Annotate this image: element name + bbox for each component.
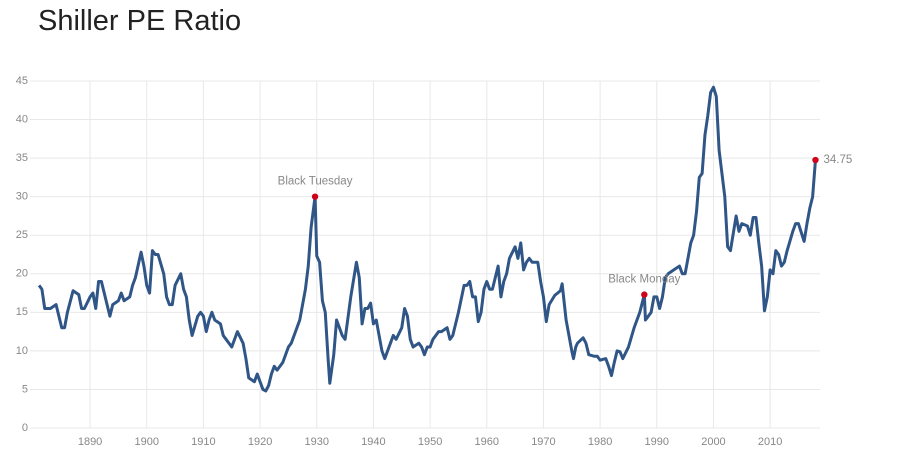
y-tick-label: 35 [16,152,28,164]
x-tick-label: 1920 [248,436,272,448]
y-tick-label: 45 [16,75,28,87]
x-tick-label: 2000 [701,436,725,448]
y-tick-label: 25 [16,229,28,241]
chart-title: Shiller PE Ratio [38,5,241,37]
y-tick-label: 0 [22,422,28,434]
annotation-label: Black Tuesday [278,176,353,188]
line-series [37,85,817,393]
x-tick-label: 1980 [588,436,612,448]
x-tick-label: 1950 [418,436,442,448]
y-tick-label: 10 [16,345,28,357]
x-tick-label: 1930 [305,436,329,448]
annotation-dot [311,193,319,200]
x-tick-label: 1910 [191,436,215,448]
x-tick-label: 1990 [645,436,669,448]
x-tick-label: 1900 [135,436,159,448]
x-tick-label: 1960 [475,436,499,448]
y-tick-label: 5 [22,383,28,395]
y-tick-label: 30 [16,191,28,203]
annotation-dot [641,291,648,298]
x-tick-label: 2010 [758,436,782,448]
y-tick-label: 15 [16,306,28,318]
x-tick-label: 1890 [78,436,102,448]
annotation-label: 34.75 [823,154,852,166]
x-tick-label: 1970 [531,436,555,448]
y-tick-label: 20 [16,268,28,280]
y-tick-label: 40 [16,113,28,125]
annotation-label: Black Monday [608,274,680,286]
annotation-dot [812,156,819,164]
x-tick-label: 1940 [361,436,385,448]
